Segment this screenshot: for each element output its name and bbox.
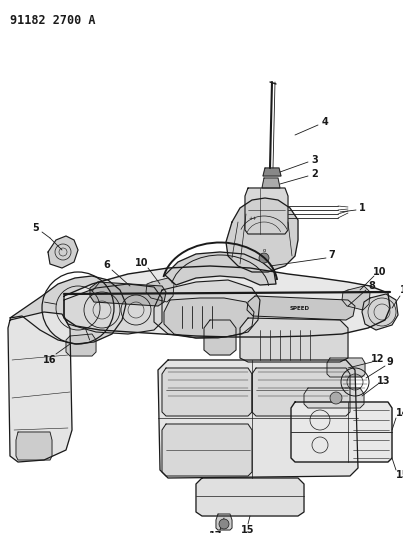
Text: o: o: [262, 247, 266, 253]
Polygon shape: [304, 388, 364, 408]
Text: 14: 14: [396, 408, 403, 418]
Polygon shape: [64, 284, 162, 334]
Polygon shape: [226, 198, 298, 272]
Polygon shape: [342, 286, 370, 310]
Text: 10: 10: [373, 267, 387, 277]
Polygon shape: [165, 252, 276, 285]
Polygon shape: [196, 478, 304, 516]
Text: 16: 16: [43, 355, 57, 365]
Text: SPEED: SPEED: [290, 305, 310, 311]
Text: 6: 6: [104, 260, 110, 270]
Circle shape: [219, 519, 229, 529]
Polygon shape: [327, 358, 365, 377]
Text: 7: 7: [328, 250, 335, 260]
Polygon shape: [204, 320, 236, 355]
Text: 10: 10: [135, 258, 149, 268]
Text: ++: ++: [249, 215, 257, 221]
Circle shape: [330, 392, 342, 404]
Polygon shape: [48, 236, 78, 268]
Text: 9: 9: [386, 357, 393, 367]
Polygon shape: [247, 296, 355, 320]
Polygon shape: [154, 280, 260, 338]
Polygon shape: [162, 368, 252, 416]
Polygon shape: [8, 312, 72, 462]
Text: 12: 12: [371, 354, 385, 364]
Text: 1: 1: [359, 203, 366, 213]
Polygon shape: [66, 334, 96, 356]
Polygon shape: [64, 266, 390, 337]
Polygon shape: [291, 402, 392, 462]
Polygon shape: [245, 188, 288, 234]
Text: 2: 2: [312, 169, 318, 179]
Text: 17: 17: [209, 531, 223, 533]
Text: 15: 15: [241, 525, 255, 533]
Polygon shape: [10, 276, 126, 344]
Text: 4: 4: [322, 117, 328, 127]
Text: 11: 11: [400, 285, 403, 295]
Text: 15: 15: [396, 470, 403, 480]
Polygon shape: [252, 368, 350, 416]
Polygon shape: [158, 360, 358, 478]
Text: 3: 3: [312, 155, 318, 165]
Polygon shape: [216, 514, 232, 530]
Text: 8: 8: [369, 281, 376, 291]
Polygon shape: [16, 432, 52, 460]
Polygon shape: [162, 424, 252, 476]
Polygon shape: [262, 178, 280, 188]
Text: 91182 2700 A: 91182 2700 A: [10, 14, 96, 27]
Text: 13: 13: [377, 376, 391, 386]
Polygon shape: [362, 294, 398, 330]
Polygon shape: [240, 318, 348, 362]
Circle shape: [259, 253, 269, 263]
Text: 5: 5: [33, 223, 39, 233]
Polygon shape: [146, 278, 174, 302]
Polygon shape: [263, 168, 281, 176]
Polygon shape: [90, 282, 166, 306]
Polygon shape: [164, 298, 254, 338]
